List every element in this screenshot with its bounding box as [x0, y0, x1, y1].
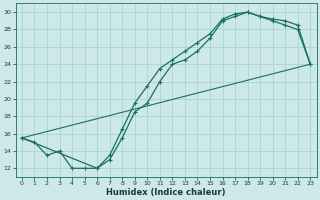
X-axis label: Humidex (Indice chaleur): Humidex (Indice chaleur) [106, 188, 226, 197]
